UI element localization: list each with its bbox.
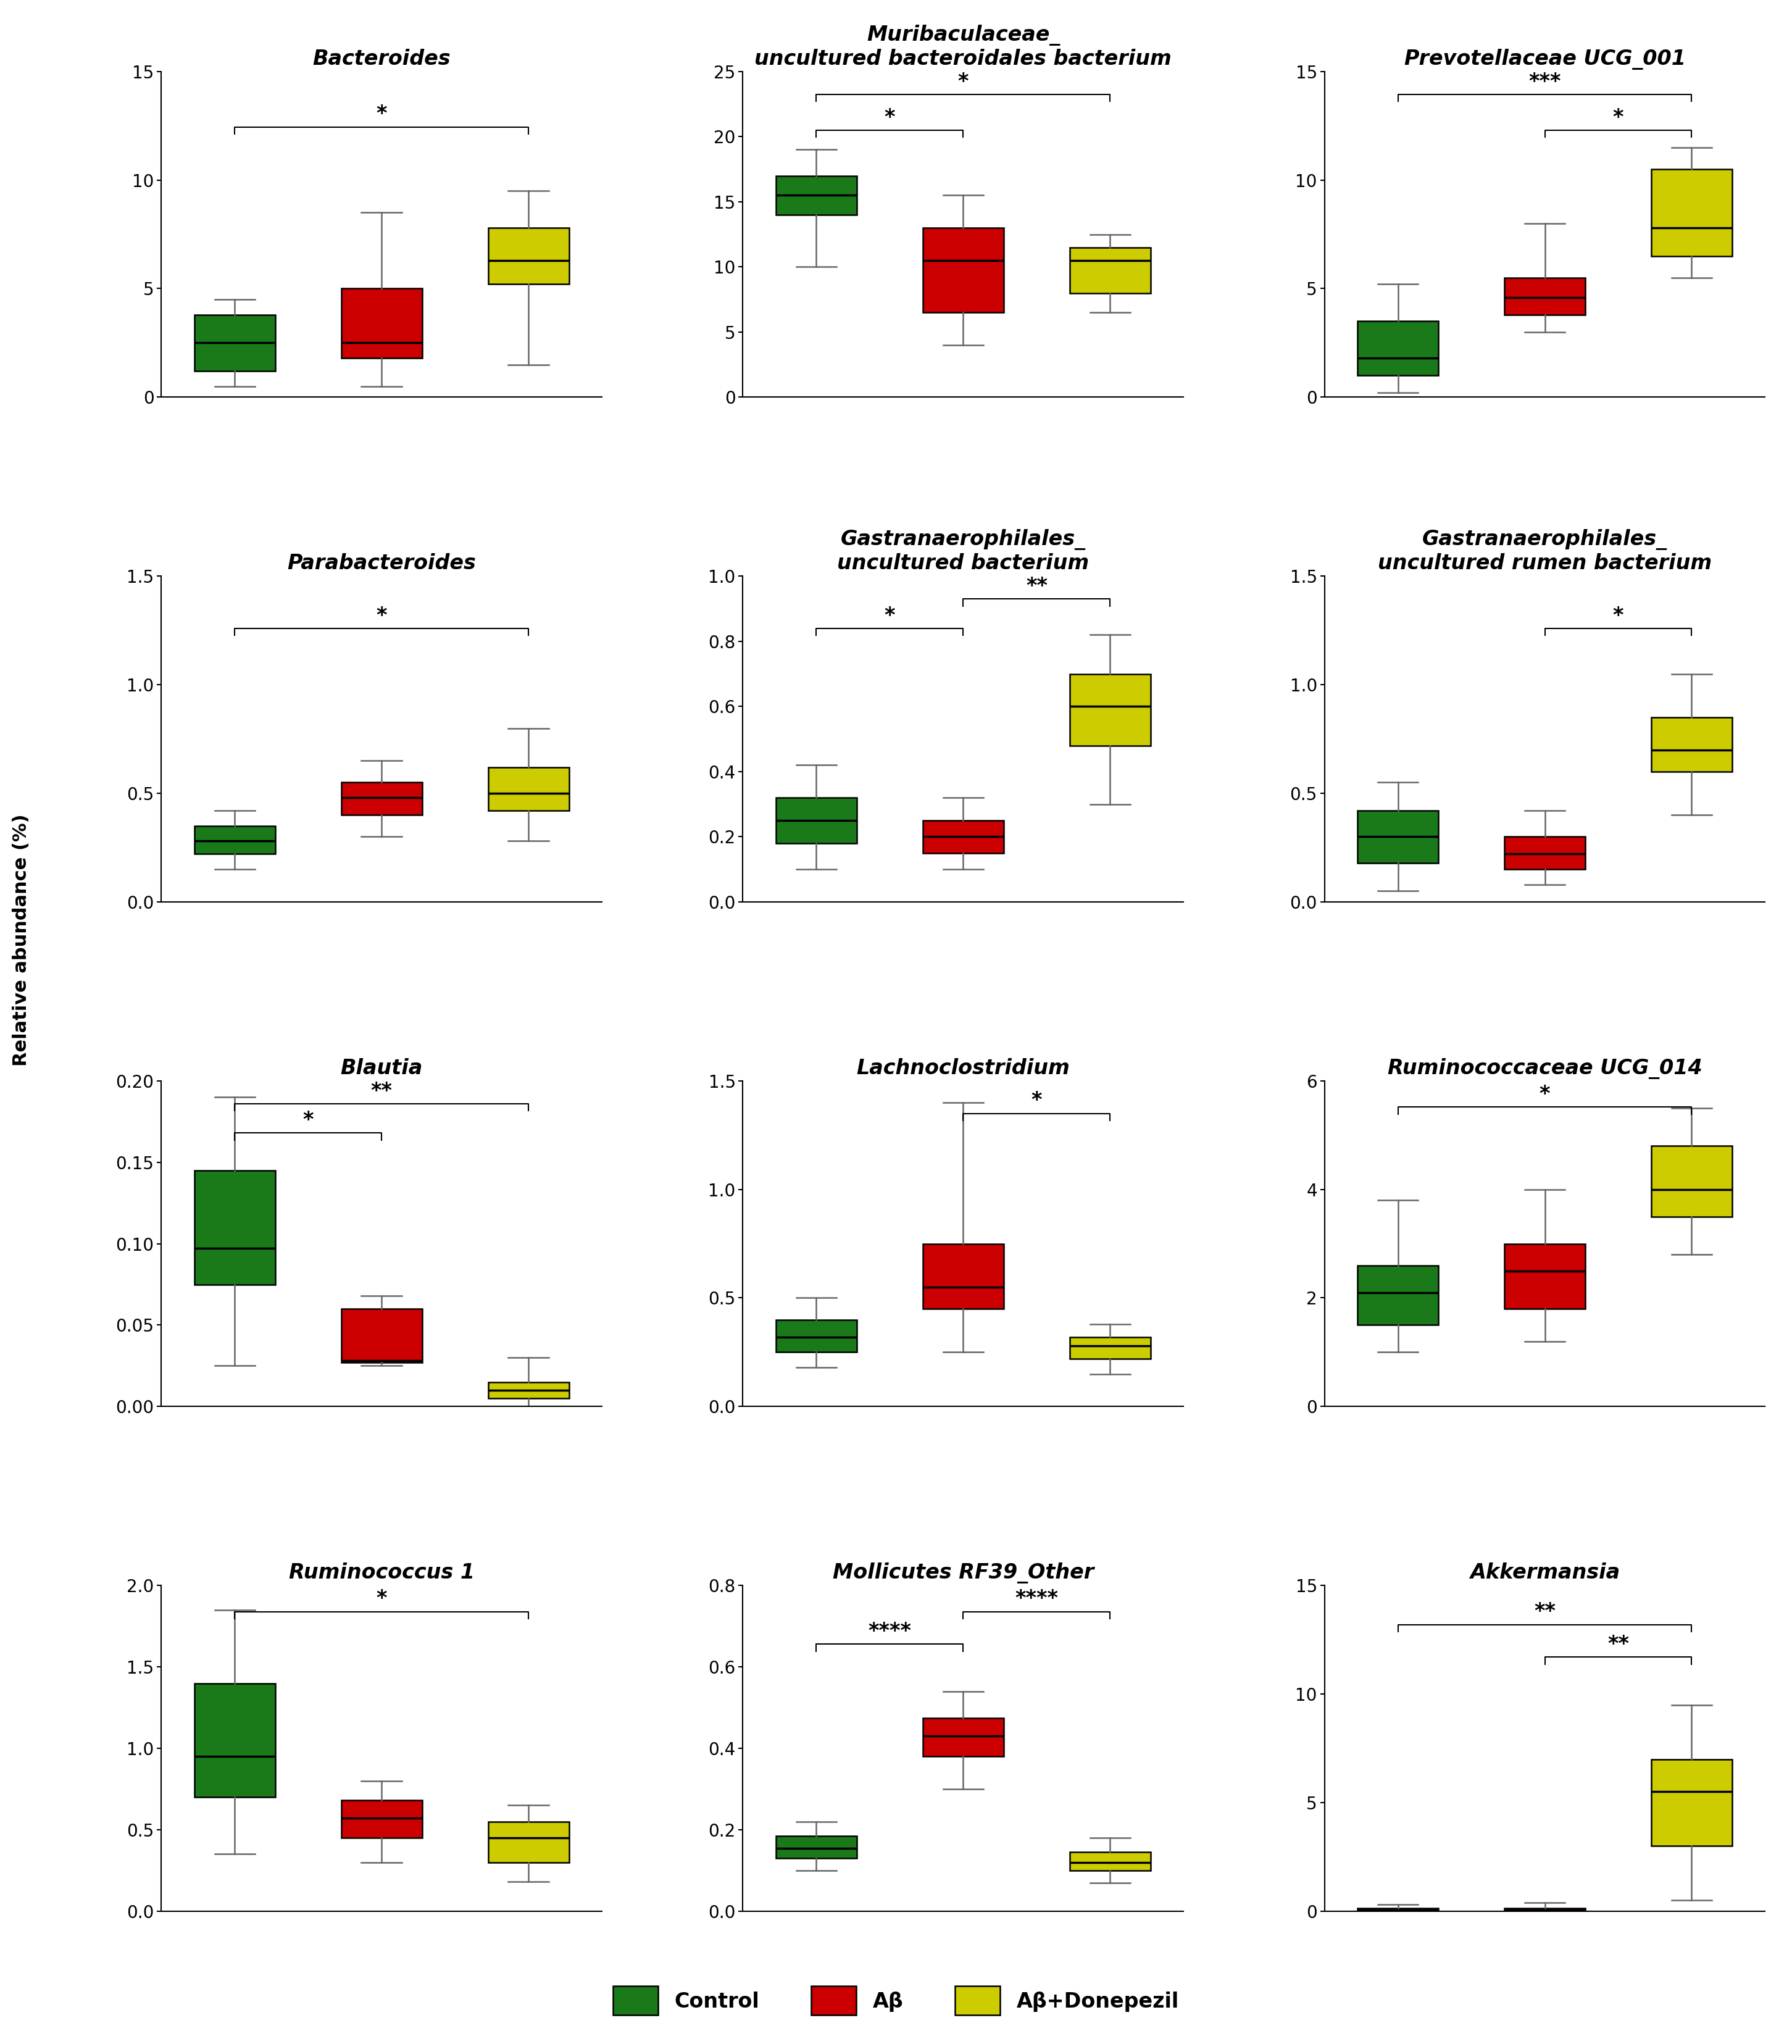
Text: *: * [1613,106,1624,127]
Legend: Control, Aβ, Aβ+Donepezil: Control, Aβ, Aβ+Donepezil [604,1979,1188,2024]
PathPatch shape [1358,1907,1439,1911]
Title: Akkermansia: Akkermansia [1469,1562,1620,1582]
Title: Ruminococcaceae UCG_014: Ruminococcaceae UCG_014 [1387,1059,1702,1079]
PathPatch shape [487,1382,568,1398]
Text: *: * [1613,605,1624,625]
PathPatch shape [1505,278,1586,315]
Title: Parabacteroides: Parabacteroides [287,554,477,574]
PathPatch shape [776,1836,857,1858]
PathPatch shape [340,1308,421,1363]
PathPatch shape [776,797,857,844]
Title: Prevotellaceae UCG_001: Prevotellaceae UCG_001 [1405,49,1686,69]
PathPatch shape [487,227,568,284]
PathPatch shape [1505,836,1586,869]
Text: ***: *** [1529,72,1561,92]
PathPatch shape [1358,1265,1439,1325]
Text: *: * [303,1110,314,1130]
Text: **: ** [371,1081,392,1102]
PathPatch shape [923,820,1004,852]
PathPatch shape [194,1171,276,1284]
PathPatch shape [776,176,857,215]
PathPatch shape [1070,247,1150,292]
Text: *: * [885,605,896,625]
PathPatch shape [1070,1852,1150,1870]
PathPatch shape [487,1821,568,1862]
PathPatch shape [776,1320,857,1353]
PathPatch shape [1505,1907,1586,1911]
PathPatch shape [1650,1147,1733,1216]
PathPatch shape [1070,1337,1150,1359]
PathPatch shape [1650,717,1733,771]
Text: ****: **** [867,1621,912,1641]
Text: *: * [376,1588,387,1609]
Title: Blautia: Blautia [340,1059,423,1079]
PathPatch shape [1650,170,1733,256]
PathPatch shape [487,766,568,811]
Text: *: * [376,605,387,625]
Text: *: * [376,104,387,125]
PathPatch shape [923,1717,1004,1756]
Text: *: * [1539,1083,1550,1104]
PathPatch shape [194,315,276,372]
PathPatch shape [923,227,1004,313]
Title: Gastranaerophilales_
uncultured bacterium: Gastranaerophilales_ uncultured bacteriu… [837,529,1090,574]
Title: Ruminococcus 1: Ruminococcus 1 [289,1562,475,1582]
Text: Relative abundance (%): Relative abundance (%) [13,814,30,1067]
Title: Mollicutes RF39_Other: Mollicutes RF39_Other [833,1562,1093,1584]
PathPatch shape [194,826,276,854]
PathPatch shape [1358,811,1439,863]
Title: Gastranaerophilales_
uncultured rumen bacterium: Gastranaerophilales_ uncultured rumen ba… [1378,529,1711,574]
Text: *: * [1030,1089,1041,1110]
Text: **: ** [1025,576,1048,597]
Title: Muribaculaceae_
uncultured bacteroidales bacterium: Muribaculaceae_ uncultured bacteroidales… [754,25,1172,69]
PathPatch shape [340,288,421,358]
Text: *: * [885,106,896,127]
Title: Bacteroides: Bacteroides [312,49,450,69]
Text: ****: **** [1014,1588,1059,1609]
PathPatch shape [923,1243,1004,1308]
Title: Lachnoclostridium: Lachnoclostridium [857,1059,1070,1079]
Text: *: * [957,72,969,92]
PathPatch shape [1505,1243,1586,1308]
PathPatch shape [194,1682,276,1797]
Text: **: ** [1607,1635,1629,1654]
PathPatch shape [340,1801,421,1838]
Text: **: ** [1534,1602,1555,1623]
PathPatch shape [1070,675,1150,746]
PathPatch shape [340,783,421,816]
PathPatch shape [1650,1760,1733,1846]
PathPatch shape [1358,321,1439,376]
